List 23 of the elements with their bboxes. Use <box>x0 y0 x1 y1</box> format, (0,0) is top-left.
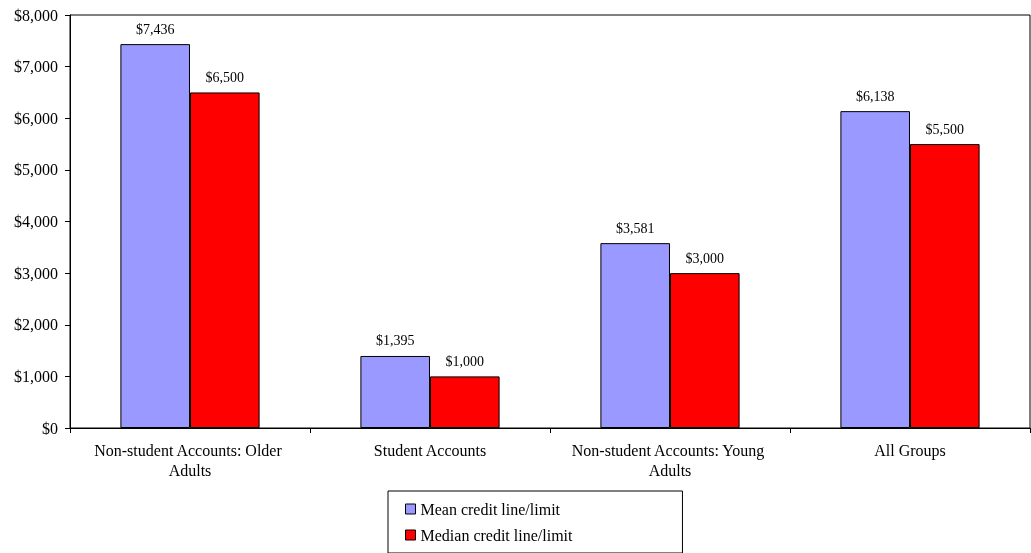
y-tick-label: $1,000 <box>14 367 58 385</box>
y-tick-label: $6,000 <box>14 109 58 127</box>
x-tick-label: Non-student Accounts: Young Adults <box>571 441 769 479</box>
x-tick-label: Student Accounts <box>373 441 487 459</box>
data-label: $5,500 <box>925 121 965 137</box>
legend-label: Median credit line/limit <box>420 526 574 544</box>
x-tick-label: Non-student Accounts: Older Adults <box>94 441 286 479</box>
data-label: $1,000 <box>445 353 485 369</box>
y-tick-label: $0 <box>42 419 58 437</box>
legend-label: Mean credit line/limit <box>420 500 561 518</box>
y-tick-label: $2,000 <box>14 316 58 334</box>
x-tick-label: All Groups <box>874 441 946 460</box>
data-label: $1,395 <box>375 333 415 349</box>
y-tick-label: $5,000 <box>14 161 58 179</box>
y-tick-label: $3,000 <box>14 264 58 282</box>
data-label: $6,138 <box>855 88 895 104</box>
y-tick-label: $7,000 <box>14 58 58 76</box>
data-label: $7,436 <box>135 21 175 37</box>
data-label: $3,581 <box>615 220 655 236</box>
y-tick-label: $8,000 <box>14 6 58 24</box>
data-label: $3,000 <box>685 250 725 266</box>
y-tick-label: $4,000 <box>14 213 58 230</box>
data-label: $6,500 <box>205 69 245 85</box>
